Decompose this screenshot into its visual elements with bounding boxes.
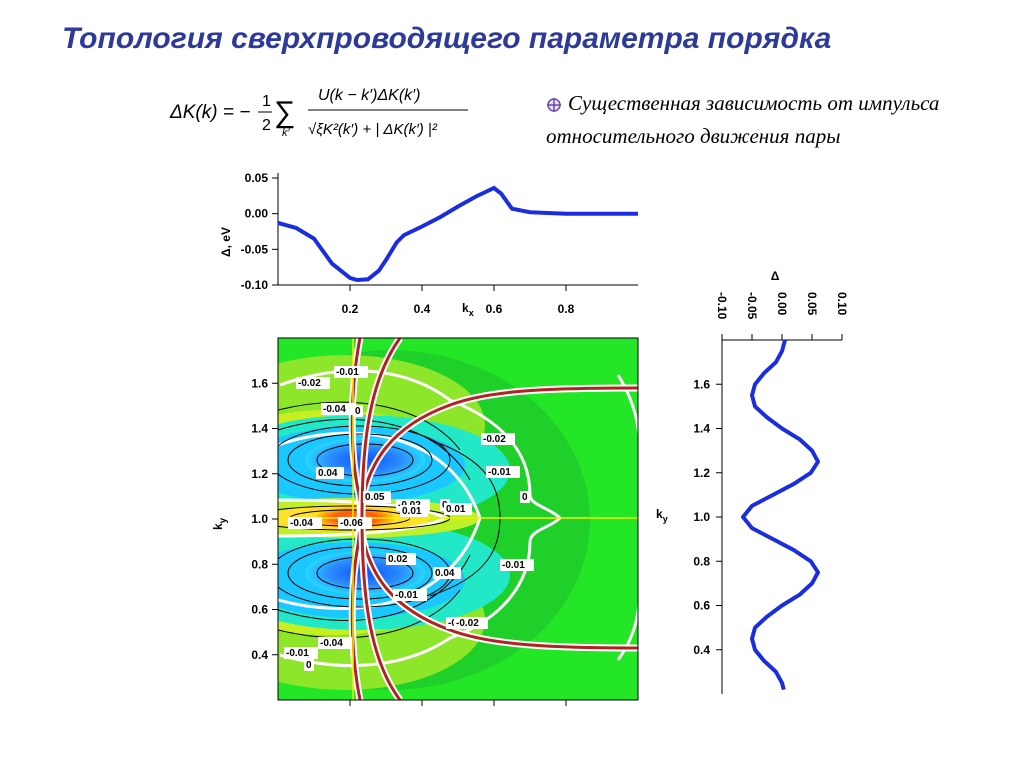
top-x-tick-label: 0.4 xyxy=(414,302,431,316)
contour-label-bg xyxy=(393,589,427,601)
delta-kx-chart: 0.05 0.00 -0.05 -0.10 0.2 0.4 0.6 0.8 Δ, eV kx xyxy=(219,171,638,318)
top-y-tick-label: -0.05 xyxy=(241,242,269,256)
bullet-point: Существенная зависимость от импульса отн… xyxy=(546,88,986,151)
contour-label: -0.02 xyxy=(298,378,321,389)
contour-label-bg xyxy=(486,466,520,478)
contour-label: -0.02 xyxy=(456,618,479,629)
sum-sign: ∑ xyxy=(274,96,295,129)
contour-label: 0.05 xyxy=(365,492,385,503)
contour-label: -0.01 xyxy=(286,648,309,659)
page-title: Топология сверхпроводящего параметра пор… xyxy=(62,22,832,55)
contour-label-bg xyxy=(353,405,363,417)
top-x-tick-label: 0.8 xyxy=(558,302,575,316)
top-y-tick-label: 0.05 xyxy=(245,171,269,185)
map-y-tick-label: 0.8 xyxy=(251,557,268,571)
formula-frac-num: 1 xyxy=(262,93,271,110)
contour-label-bg xyxy=(481,433,515,445)
contour-label-bg xyxy=(338,517,372,529)
contour-label-bg xyxy=(296,377,330,389)
right-x-tick-label: 0.00 xyxy=(775,292,789,316)
map-y-tick-label: 0.6 xyxy=(251,603,268,617)
contour-label-bg xyxy=(334,366,368,378)
contour-label: -0.01 xyxy=(336,367,359,378)
contour-label: 0.01 xyxy=(446,504,466,515)
contour-label-bg xyxy=(400,505,428,517)
bullet-text: Существенная зависимость от импульса отн… xyxy=(546,91,940,148)
crosshair-circle-icon xyxy=(546,91,562,121)
gap-equation: ΔK(k) = − 1 2 ∑ k′ U(k − k′)ΔK(k′) √ξK²(… xyxy=(169,87,468,139)
delta-ky-chart: -0.10 -0.05 0.00 0.05 0.10 1.6 1.4 1.2 1.0 0.8 0.6… xyxy=(656,269,849,694)
gap-contour-map: 1.6 1.4 1.2 1.0 0.8 0.6 0.4 -0.01 -0.02 -0.04 0 0.… xyxy=(211,337,639,706)
map-y-tick-label: 1.6 xyxy=(251,376,268,390)
contour-label: -0.01 xyxy=(502,560,525,571)
contour-label: -0.04 xyxy=(290,518,313,529)
map-ylabel-main: k xyxy=(211,523,225,530)
contour-label-bg xyxy=(444,503,472,515)
contour-label-bg xyxy=(433,567,461,579)
delta-kx-curve xyxy=(277,185,638,283)
top-xlabel-main: k xyxy=(462,301,469,315)
contour-label-bg xyxy=(454,617,488,629)
delta-ky-curve xyxy=(741,339,820,691)
top-ylabel: Δ, eV xyxy=(219,227,233,257)
map-y-tick-label: 1.2 xyxy=(251,467,268,481)
contour-label: -0.04 xyxy=(320,638,343,649)
contour-label-bg xyxy=(318,637,352,649)
contour-label: -0.01 xyxy=(488,467,511,478)
map-y-tick-label: 1.0 xyxy=(251,512,268,526)
right-y-tick-label: 0.8 xyxy=(693,554,710,568)
right-y-tick-label: 0.6 xyxy=(693,599,710,613)
contour-label: 0.02 xyxy=(388,554,408,565)
right-x-tick-label: -0.10 xyxy=(715,292,729,320)
right-y-tick-label: 0.4 xyxy=(693,643,710,657)
top-xlabel: kx xyxy=(462,301,474,318)
formula-denominator: √ξK²(k′) + | ΔK(k′) |² xyxy=(308,121,438,138)
contour-label-bg xyxy=(284,647,318,659)
right-ylabel-sub: y xyxy=(663,514,668,524)
right-x-tick-label: -0.05 xyxy=(745,292,759,320)
right-ylabel-main: k xyxy=(656,507,663,521)
right-x-tick-label: 0.05 xyxy=(805,292,819,316)
contour-label: 0 xyxy=(355,406,361,417)
formula-frac-den: 2 xyxy=(262,117,271,134)
map-y-tick-label: 1.4 xyxy=(251,422,268,436)
contour-label: 0.04 xyxy=(318,468,338,479)
contour-label-bg xyxy=(321,403,355,415)
contour-label-bg xyxy=(363,491,391,503)
top-x-tick-label: 0.2 xyxy=(342,302,359,316)
top-y-tick-label: 0.00 xyxy=(245,207,269,221)
map-ylabel-sub: y xyxy=(218,517,229,523)
right-x-tick-label: 0.10 xyxy=(835,292,849,316)
contour-label-bg xyxy=(520,491,530,503)
top-y-tick-label: -0.10 xyxy=(241,278,269,292)
contour-label-bg xyxy=(288,517,322,529)
contour-label: -0.06 xyxy=(340,518,363,529)
right-y-tick-label: 1.0 xyxy=(693,510,710,524)
right-y-tick-label: 1.2 xyxy=(693,466,710,480)
formula-sum-sub: k′ xyxy=(282,127,291,139)
contour-label-bg xyxy=(316,467,344,479)
map-y-tick-label: 0.4 xyxy=(251,648,268,662)
right-y-tick-label: 1.6 xyxy=(693,377,710,391)
contour-label-bg xyxy=(386,553,414,565)
contour-label: 0.04 xyxy=(435,568,455,579)
top-x-tick-label: 0.6 xyxy=(486,302,503,316)
contour-label-bg xyxy=(304,659,314,671)
right-y-tick-label: 1.4 xyxy=(693,422,710,436)
map-ylabel: ky xyxy=(211,517,229,530)
formula-lhs: ΔK(k) = − xyxy=(169,102,250,123)
right-ylabel: ky xyxy=(656,507,668,524)
formula-numerator: U(k − k′)ΔK(k′) xyxy=(318,87,421,104)
contour-label: -0.04 xyxy=(323,404,346,415)
contour-label: 0 xyxy=(306,660,312,671)
contour-label: 0 xyxy=(522,492,528,503)
contour-label: -0.02 xyxy=(483,434,506,445)
contour-label: 0.01 xyxy=(402,506,422,517)
right-xlabel: Δ xyxy=(771,269,780,283)
top-xlabel-sub: x xyxy=(469,308,474,318)
contour-label: -0.01 xyxy=(395,590,418,601)
contour-label-bg xyxy=(500,559,534,571)
